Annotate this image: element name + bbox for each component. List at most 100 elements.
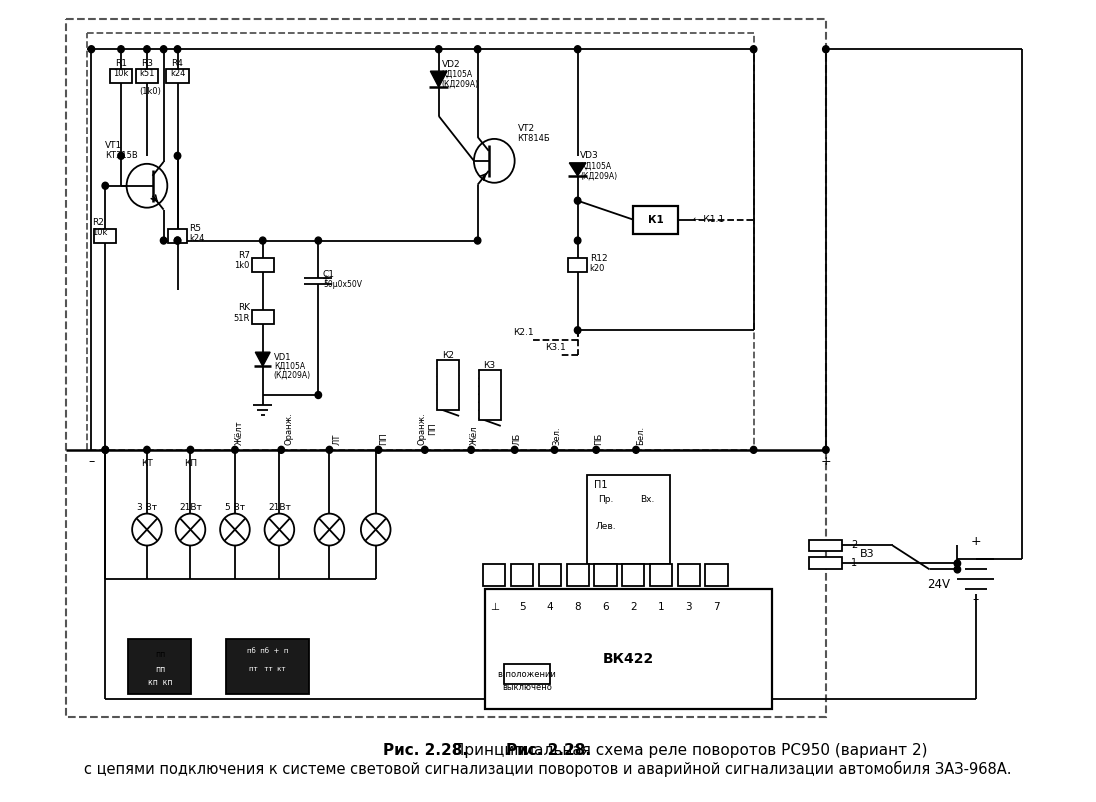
Text: 5 Вт: 5 Вт (225, 503, 246, 512)
Bar (128, 639, 192, 694)
Bar (594, 565, 617, 586)
Circle shape (574, 197, 581, 205)
Text: 1: 1 (850, 558, 857, 569)
Circle shape (88, 46, 94, 53)
Circle shape (117, 46, 124, 53)
Circle shape (102, 182, 109, 189)
Circle shape (751, 46, 757, 53)
Text: k24: k24 (190, 234, 205, 243)
Bar (167, 69, 189, 83)
Text: R5: R5 (190, 224, 202, 233)
Text: 2: 2 (630, 602, 637, 612)
Bar (110, 69, 133, 83)
Text: пт   тт  кт: пт тт кт (249, 666, 286, 672)
Bar (677, 565, 700, 586)
Bar (67, 19, 826, 717)
Text: Оранж.
ПП: Оранж. ПП (418, 412, 437, 445)
Text: ПБ: ПБ (594, 432, 604, 445)
Text: Жёлт: Жёлт (235, 420, 244, 445)
Text: R1: R1 (115, 59, 127, 67)
Text: Рис. 2.28.: Рис. 2.28. (505, 743, 591, 758)
Circle shape (751, 447, 757, 453)
Text: 4: 4 (547, 602, 553, 612)
Text: Вх.: Вх. (640, 495, 654, 504)
Text: k51: k51 (139, 69, 155, 78)
Text: КД105А: КД105А (581, 161, 612, 170)
Text: VD3: VD3 (581, 152, 600, 160)
Text: 10k: 10k (92, 228, 107, 237)
Text: Пр.: Пр. (597, 495, 613, 504)
Text: 1: 1 (658, 602, 664, 612)
Circle shape (955, 560, 960, 567)
Text: (КД209А): (КД209А) (442, 79, 479, 88)
Text: 24V: 24V (927, 578, 950, 591)
Text: Принципиальная схема реле поворотов РС950 (вариант 2): Принципиальная схема реле поворотов РС95… (448, 743, 927, 758)
Text: RK: RK (238, 303, 250, 312)
Circle shape (174, 46, 181, 53)
Text: VT1: VT1 (105, 141, 123, 151)
Text: 3 Вт: 3 Вт (137, 503, 157, 512)
Text: VD1: VD1 (274, 353, 292, 362)
Circle shape (315, 237, 321, 244)
Circle shape (574, 46, 581, 53)
Bar (252, 258, 274, 273)
Text: В3: В3 (860, 549, 875, 560)
Text: КТ315В: КТ315В (105, 152, 138, 160)
Text: К3.1: К3.1 (545, 342, 566, 352)
Circle shape (574, 237, 581, 244)
Bar (169, 229, 186, 242)
Text: Оранж.: Оранж. (284, 412, 293, 445)
Bar (809, 557, 842, 569)
Circle shape (823, 447, 829, 453)
Text: КТ814Б: КТ814Б (517, 135, 550, 144)
Text: ← К1.1: ← К1.1 (694, 215, 724, 224)
Text: КП: КП (184, 460, 197, 468)
Circle shape (551, 447, 558, 453)
Text: 7: 7 (713, 602, 720, 612)
Text: 8: 8 (574, 602, 581, 612)
Circle shape (160, 46, 167, 53)
Bar (569, 258, 586, 273)
Bar (567, 565, 589, 586)
Circle shape (144, 447, 150, 453)
Text: R3: R3 (141, 59, 153, 67)
Bar (650, 565, 672, 586)
Text: +: + (821, 456, 831, 468)
Bar (483, 565, 505, 586)
Polygon shape (255, 352, 270, 367)
Polygon shape (569, 163, 586, 176)
Bar (706, 565, 728, 586)
Bar (479, 370, 501, 420)
Circle shape (327, 447, 333, 453)
Circle shape (375, 447, 381, 453)
Text: VT2: VT2 (517, 124, 535, 133)
Text: Бел.: Бел. (636, 426, 646, 445)
Circle shape (574, 326, 581, 334)
Bar (486, 589, 773, 709)
Circle shape (174, 237, 181, 244)
Circle shape (475, 46, 481, 53)
Circle shape (435, 46, 442, 53)
Text: 21Вт: 21Вт (179, 503, 202, 512)
Bar (226, 639, 309, 694)
Text: 51R: 51R (233, 314, 250, 322)
Text: (КД209А): (КД209А) (581, 172, 617, 180)
Bar (437, 360, 459, 410)
Circle shape (468, 447, 475, 453)
Circle shape (144, 46, 150, 53)
Circle shape (117, 152, 124, 160)
Text: R7: R7 (238, 251, 250, 260)
Text: C1: C1 (323, 270, 335, 279)
Text: КД105А: КД105А (274, 362, 305, 371)
Bar (623, 565, 644, 586)
Text: К2.1: К2.1 (513, 328, 534, 337)
Circle shape (160, 237, 167, 244)
Text: К1: К1 (648, 215, 663, 225)
Text: 6: 6 (602, 602, 608, 612)
Text: +: + (321, 274, 329, 285)
Bar (252, 310, 274, 324)
Text: П1: П1 (594, 480, 608, 490)
Text: КТ: КТ (141, 460, 152, 468)
Circle shape (102, 447, 109, 453)
Bar (94, 229, 116, 242)
